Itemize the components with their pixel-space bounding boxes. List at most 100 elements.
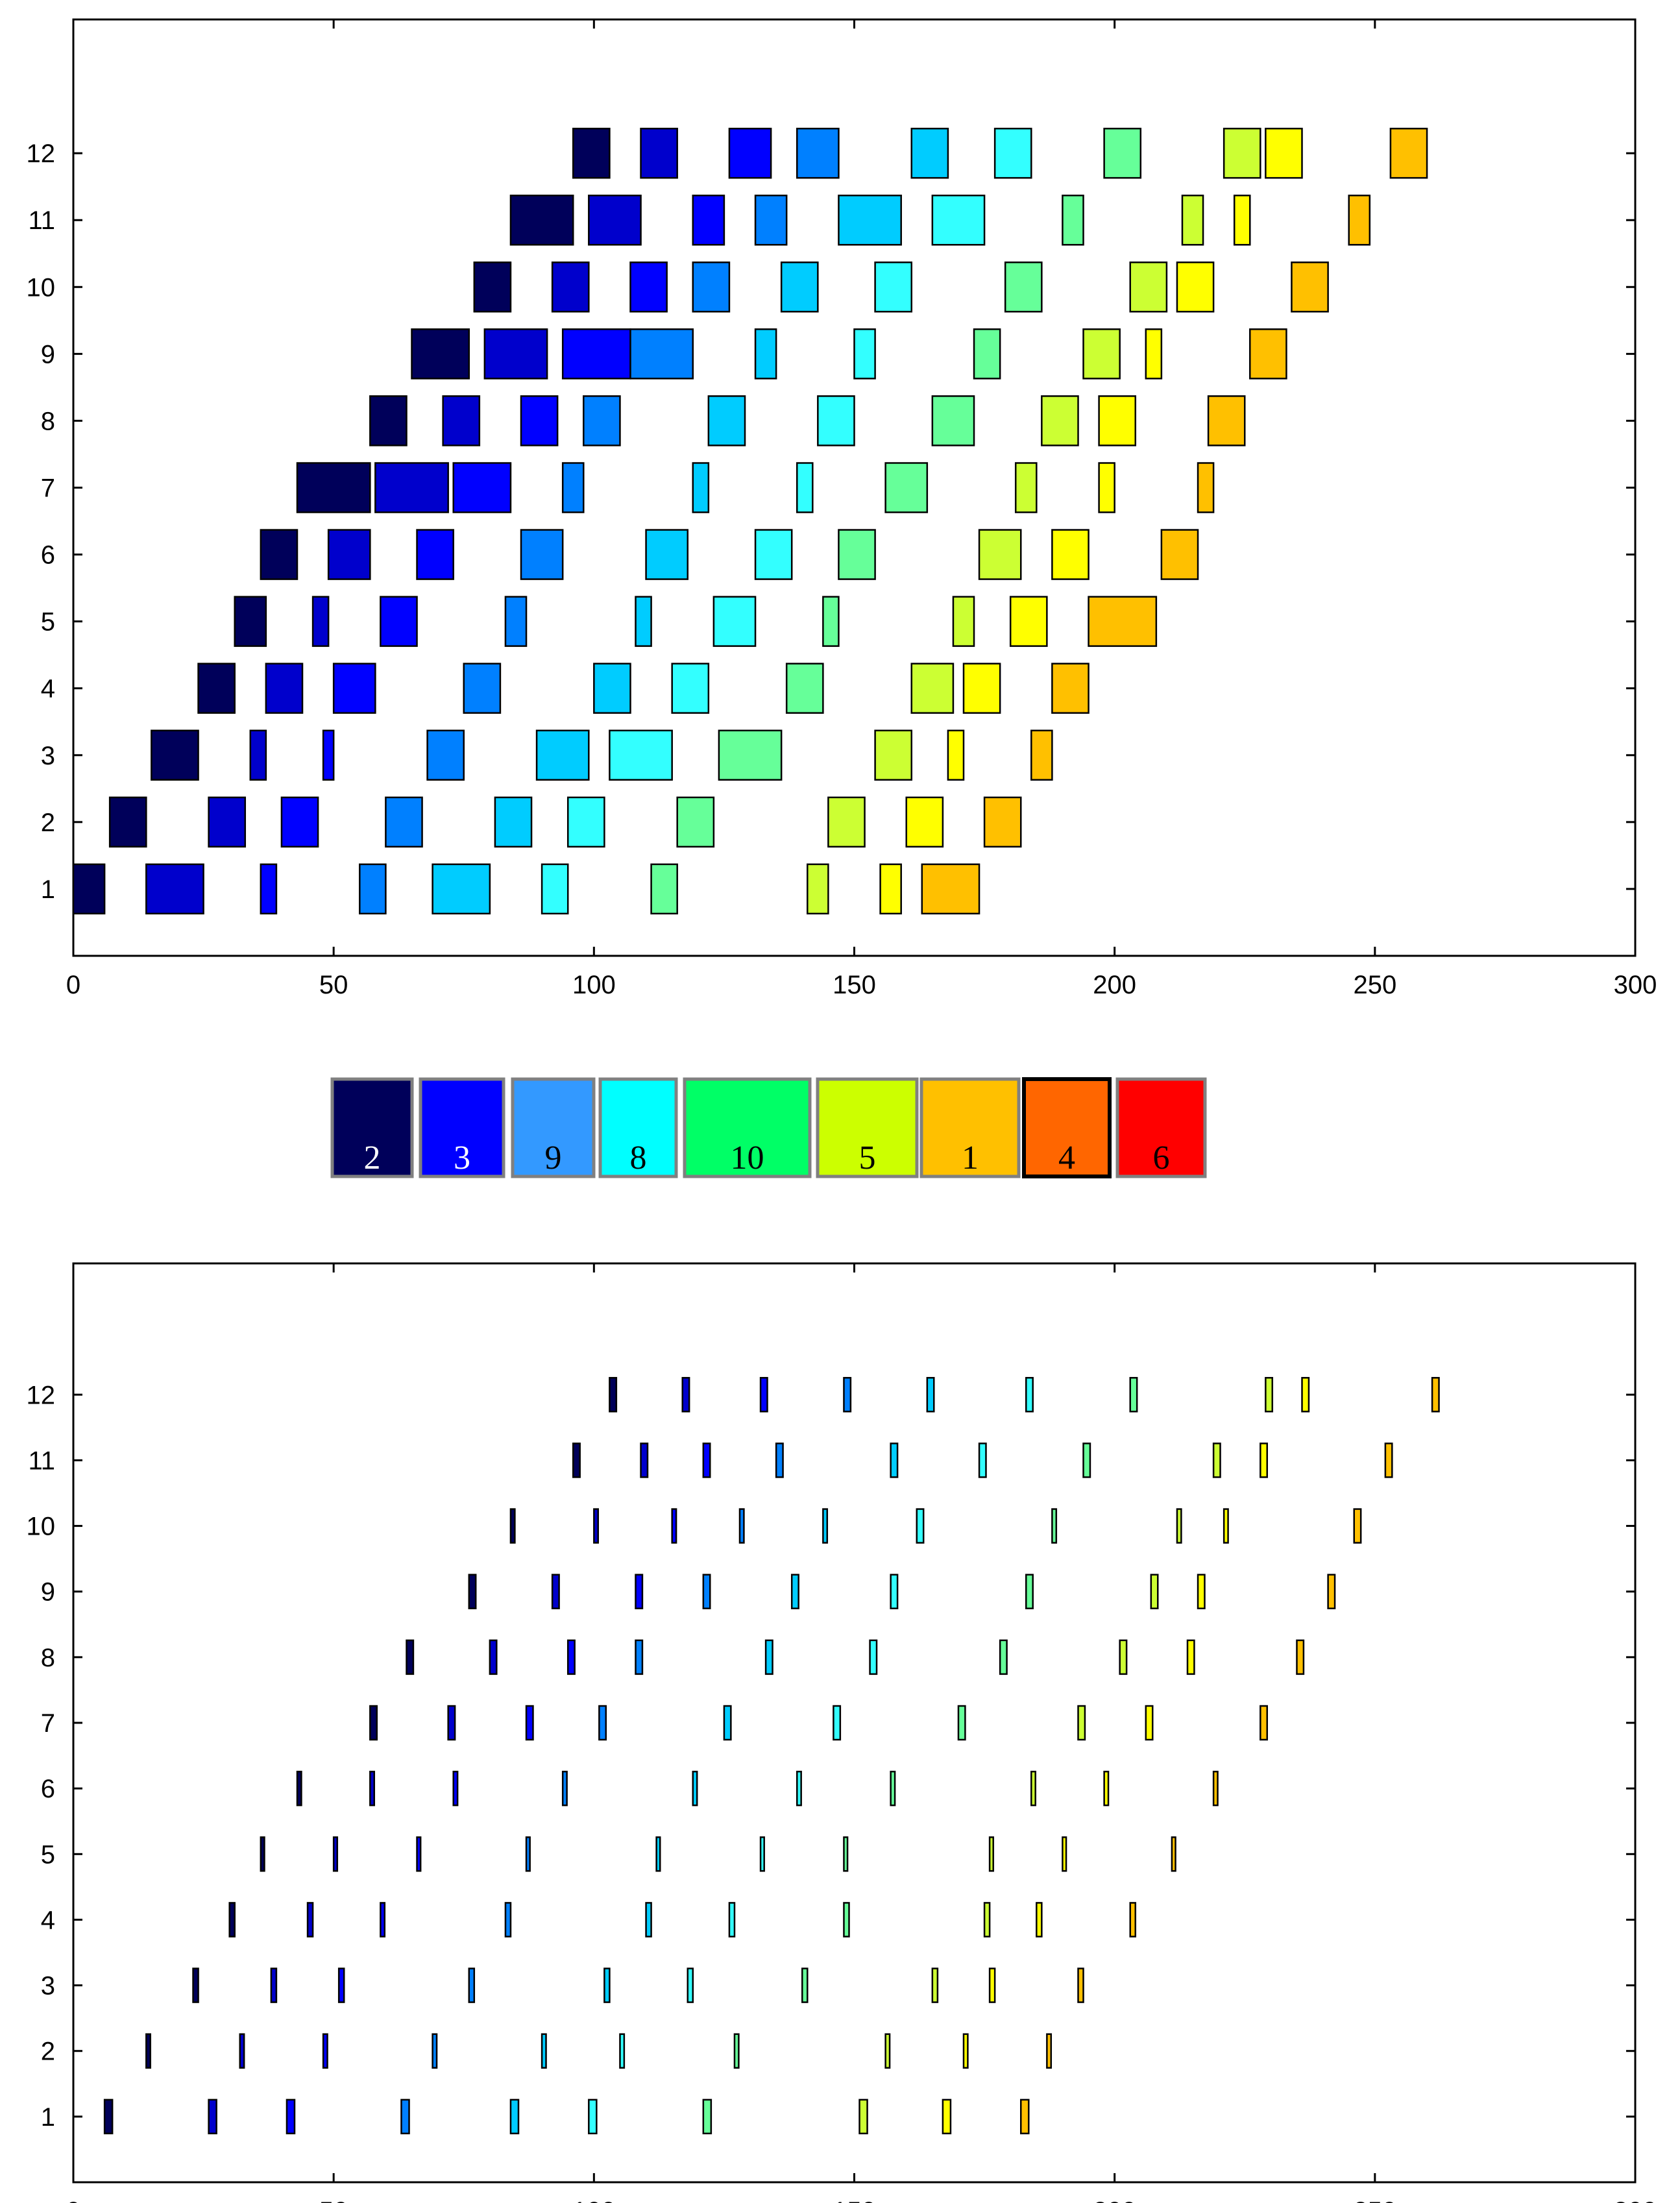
task-bar — [311, 596, 330, 647]
task-bar — [1176, 1508, 1182, 1544]
task-bar — [322, 729, 335, 781]
task-bar — [416, 529, 454, 580]
task-bar — [838, 529, 876, 580]
task-bar — [603, 1967, 611, 2003]
task-bar — [551, 1574, 560, 1609]
task-bar — [551, 262, 590, 313]
task-bar — [1041, 395, 1079, 446]
task-bar — [561, 462, 585, 513]
y-tick-label: 10 — [27, 273, 56, 302]
task-bar — [1062, 1836, 1067, 1872]
task-bar — [260, 1836, 265, 1872]
task-bar — [884, 462, 929, 513]
task-bar — [1160, 529, 1199, 580]
task-bar — [931, 395, 975, 446]
task-bar — [993, 127, 1032, 179]
legend-label: 1 — [962, 1139, 979, 1176]
y-tick-label: 4 — [41, 1906, 55, 1934]
task-bar — [296, 462, 371, 513]
y-tick-label: 12 — [27, 140, 56, 168]
task-bar — [874, 729, 913, 781]
task-bar — [1223, 1508, 1229, 1544]
task-bar — [260, 529, 298, 580]
task-bar — [359, 863, 387, 915]
legend-label: 6 — [1153, 1139, 1170, 1176]
task-bar — [1291, 262, 1329, 313]
task-bar — [1145, 328, 1163, 380]
x-tick-label: 200 — [1093, 971, 1136, 999]
task-bar — [145, 863, 204, 915]
task-bar — [1030, 1770, 1036, 1807]
y-tick-label: 6 — [41, 541, 55, 570]
task-bar — [1389, 127, 1428, 179]
task-bar — [369, 1770, 375, 1807]
task-bar — [807, 863, 829, 915]
task-bar — [1207, 395, 1246, 446]
task-bar — [869, 1639, 878, 1675]
task-bar — [931, 1967, 939, 2003]
x-tick-label: 50 — [319, 971, 348, 999]
x-tick-label: 100 — [572, 2197, 616, 2203]
task-bar — [525, 1705, 534, 1741]
legend-label: 9 — [545, 1139, 562, 1176]
x-tick-label: 0 — [66, 971, 80, 999]
legend-label: 3 — [454, 1139, 470, 1176]
task-bar — [1098, 395, 1137, 446]
task-bar — [1176, 262, 1215, 313]
task-bar — [108, 796, 147, 848]
task-bar — [728, 1902, 736, 1938]
task-bar — [609, 729, 673, 781]
task-bar — [884, 2033, 891, 2069]
y-tick-label: 11 — [28, 206, 55, 235]
task-bar — [270, 1967, 278, 2003]
task-bar — [879, 863, 902, 915]
legend-swatch — [919, 1077, 1021, 1178]
task-bar — [957, 1705, 966, 1741]
task-bar — [764, 1639, 773, 1675]
y-tick-label: 8 — [41, 1644, 55, 1672]
task-bar — [452, 1770, 459, 1807]
task-bar — [609, 1377, 618, 1413]
task-bar — [931, 194, 986, 246]
task-bar — [509, 2099, 520, 2135]
task-bar — [442, 395, 481, 446]
y-tick-label: 8 — [41, 407, 55, 435]
task-bar — [1171, 1836, 1176, 1872]
task-bar — [759, 1377, 768, 1413]
task-bar — [640, 1442, 649, 1478]
task-bar — [520, 395, 559, 446]
task-bar — [1019, 2099, 1030, 2135]
task-bar — [406, 1639, 415, 1675]
x-tick-label: 250 — [1353, 2197, 1396, 2203]
task-bar — [962, 663, 1001, 714]
task-bar — [801, 1967, 809, 2003]
y-tick-label: 2 — [41, 809, 55, 837]
task-bar — [754, 194, 788, 246]
task-bar — [702, 1442, 711, 1478]
task-bar — [374, 462, 449, 513]
task-bar — [916, 1508, 925, 1544]
task-bar — [1082, 1442, 1091, 1478]
task-bar — [1353, 1508, 1362, 1544]
task-bar — [1233, 194, 1251, 246]
task-bar — [400, 2099, 410, 2135]
task-bar — [411, 328, 470, 380]
task-bar — [416, 1836, 422, 1872]
x-tick-label: 250 — [1353, 971, 1396, 999]
task-bar — [822, 596, 840, 647]
task-bar — [843, 1377, 852, 1413]
task-bar — [692, 462, 710, 513]
task-bar — [785, 663, 824, 714]
task-bar — [1212, 1442, 1221, 1478]
task-bar — [1181, 194, 1204, 246]
task-bar — [796, 462, 814, 513]
task-bar — [1009, 596, 1048, 647]
task-bar — [640, 127, 678, 179]
task-bar — [833, 1705, 842, 1741]
task-bar — [822, 1508, 829, 1544]
task-bar — [598, 1705, 607, 1741]
task-bar — [1098, 462, 1115, 513]
legend-swatch — [330, 1077, 414, 1178]
task-bar — [1145, 1705, 1154, 1741]
